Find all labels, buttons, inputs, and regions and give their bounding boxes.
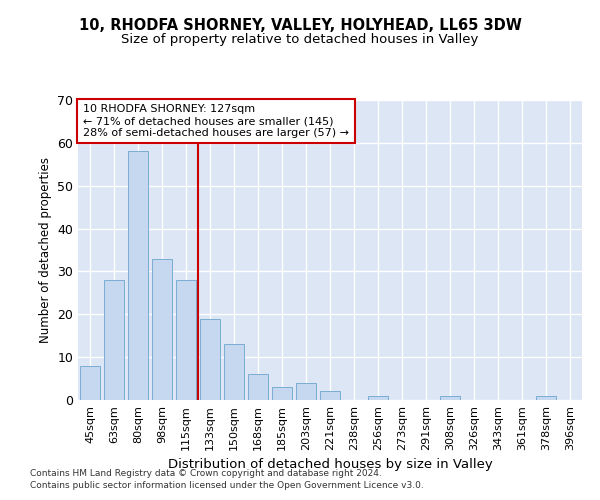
Y-axis label: Number of detached properties: Number of detached properties [38, 157, 52, 343]
Bar [224, 344, 244, 400]
Bar [128, 152, 148, 400]
Bar [536, 396, 556, 400]
Text: 10 RHODFA SHORNEY: 127sqm
← 71% of detached houses are smaller (145)
28% of semi: 10 RHODFA SHORNEY: 127sqm ← 71% of detac… [83, 104, 349, 138]
Bar [296, 383, 316, 400]
Text: 10, RHODFA SHORNEY, VALLEY, HOLYHEAD, LL65 3DW: 10, RHODFA SHORNEY, VALLEY, HOLYHEAD, LL… [79, 18, 521, 32]
Bar [152, 258, 172, 400]
Bar [80, 366, 100, 400]
Bar [272, 387, 292, 400]
Text: Contains HM Land Registry data © Crown copyright and database right 2024.: Contains HM Land Registry data © Crown c… [30, 468, 382, 477]
Bar [104, 280, 124, 400]
Bar [320, 392, 340, 400]
X-axis label: Distribution of detached houses by size in Valley: Distribution of detached houses by size … [167, 458, 493, 471]
Bar [176, 280, 196, 400]
Bar [368, 396, 388, 400]
Text: Contains public sector information licensed under the Open Government Licence v3: Contains public sector information licen… [30, 481, 424, 490]
Bar [440, 396, 460, 400]
Text: Size of property relative to detached houses in Valley: Size of property relative to detached ho… [121, 32, 479, 46]
Bar [200, 318, 220, 400]
Bar [248, 374, 268, 400]
